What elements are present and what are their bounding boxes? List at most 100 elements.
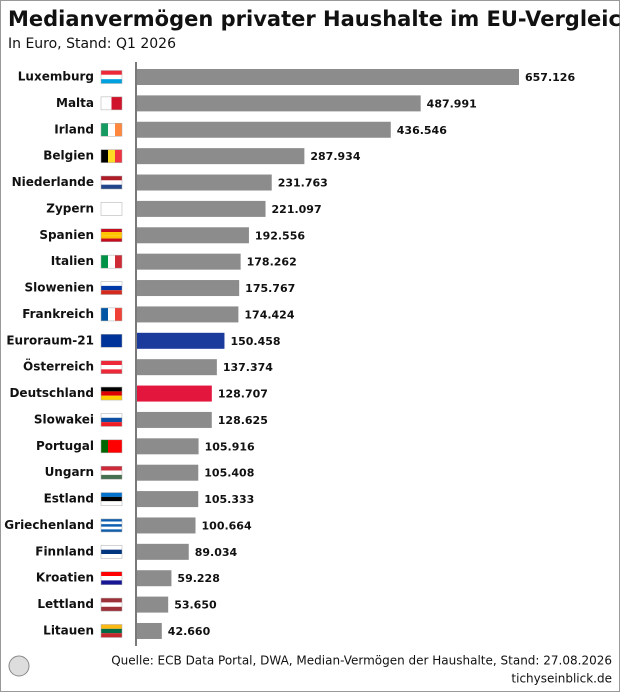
flag-stripe (101, 235, 122, 239)
flag-stripe (101, 255, 108, 269)
flag-stripe (101, 501, 122, 506)
value-label: 89.034 (195, 546, 238, 559)
category-label: Ungarn (45, 465, 94, 479)
bar (137, 174, 272, 191)
flag-border (100, 228, 123, 243)
flag-stripe (101, 149, 108, 163)
value-label: 487.991 (427, 97, 477, 110)
flag-stripe (101, 395, 122, 401)
bar (137, 148, 305, 165)
flag-stripe (101, 518, 122, 522)
flag-stripe (101, 176, 122, 181)
value-label: 178.262 (247, 256, 297, 269)
flag-stripe (101, 492, 122, 497)
category-label: Finnland (35, 544, 94, 558)
chart-subtitle: In Euro, Stand: Q1 2026 (8, 36, 176, 52)
category-label: Belgien (43, 149, 94, 163)
flag-border (100, 492, 123, 506)
bar (137, 95, 421, 112)
value-label: 436.546 (397, 124, 447, 137)
logo (8, 655, 30, 677)
flag-border (100, 465, 123, 480)
flag-stripe (101, 391, 122, 396)
flag-border (100, 597, 123, 612)
brand: tichyseinblick.de (511, 672, 612, 686)
flag-border (100, 334, 123, 348)
bar (137, 359, 217, 376)
flag-border (100, 254, 123, 269)
category-label: Malta (56, 96, 94, 110)
category-label: Deutschland (9, 386, 94, 400)
value-label: 150.458 (230, 335, 280, 348)
flag-stripe (115, 123, 122, 137)
flag-border (100, 175, 123, 190)
flag-stripe (101, 576, 122, 581)
bar (137, 121, 391, 138)
flag-stripe (101, 281, 122, 286)
category-label: Portugal (36, 439, 94, 453)
flag-stripe (101, 470, 122, 475)
value-label: 174.424 (244, 308, 294, 321)
flag-stripe (101, 529, 122, 532)
category-label: Slowakei (34, 412, 94, 426)
bar (137, 543, 189, 560)
value-label: 105.916 (205, 440, 255, 453)
category-label: Niederlande (12, 175, 94, 189)
flag-stripe (101, 624, 122, 629)
flag-border (100, 96, 123, 111)
flag-stripe (115, 149, 122, 163)
flag-stripe (101, 602, 122, 607)
flag-stripe (115, 439, 122, 453)
flag-stripe (101, 334, 122, 348)
category-label: Estland (44, 492, 94, 506)
flag-stripe (101, 524, 122, 527)
flag-stripe (101, 123, 108, 137)
value-label: 221.097 (272, 203, 322, 216)
value-label: 657.126 (525, 71, 575, 84)
flag-border (100, 281, 123, 295)
bar (137, 306, 239, 323)
flag-stripe (101, 79, 122, 84)
value-label: 137.374 (223, 361, 273, 374)
value-label: 100.664 (202, 519, 252, 532)
flag-stripe (101, 74, 122, 80)
flag-stripe (115, 255, 122, 269)
flag-stripe (101, 549, 122, 555)
flag-border (100, 439, 123, 454)
flag-stripe (101, 285, 122, 291)
flag-border (100, 545, 123, 559)
flag-border (100, 360, 123, 374)
category-label: Slowenien (24, 281, 94, 295)
flag-stripe (101, 232, 122, 236)
flag-stripe (101, 466, 122, 471)
flag-stripe (101, 545, 122, 550)
bar (137, 332, 225, 349)
value-label: 53.650 (174, 599, 217, 612)
flag-stripe (101, 96, 112, 110)
flag-stripe (101, 521, 122, 525)
flag-stripe (108, 149, 115, 163)
bar (137, 438, 199, 455)
flag-border (100, 149, 123, 163)
flag-stripe (101, 439, 108, 453)
category-label: Kroatien (36, 571, 94, 585)
bar (137, 464, 199, 481)
category-label: Lettland (37, 597, 94, 611)
flag-stripe (101, 606, 122, 612)
flag-border (100, 386, 123, 401)
flag-stripe (108, 255, 115, 269)
bar (137, 570, 172, 587)
flag-stripe (101, 628, 122, 634)
flag-stripe (111, 96, 122, 110)
source: Quelle: ECB Data Portal, DWA, Median-Ver… (111, 654, 612, 668)
flag-border (100, 624, 123, 638)
bar (137, 280, 240, 297)
flag-stripe (108, 123, 115, 137)
flag-stripe (101, 238, 122, 242)
category-label: Euroraum-21 (6, 333, 94, 347)
flag-stripe (101, 526, 122, 530)
flag-stripe (101, 598, 122, 603)
flag-stripe (101, 70, 122, 75)
category-label: Österreich (23, 359, 94, 374)
